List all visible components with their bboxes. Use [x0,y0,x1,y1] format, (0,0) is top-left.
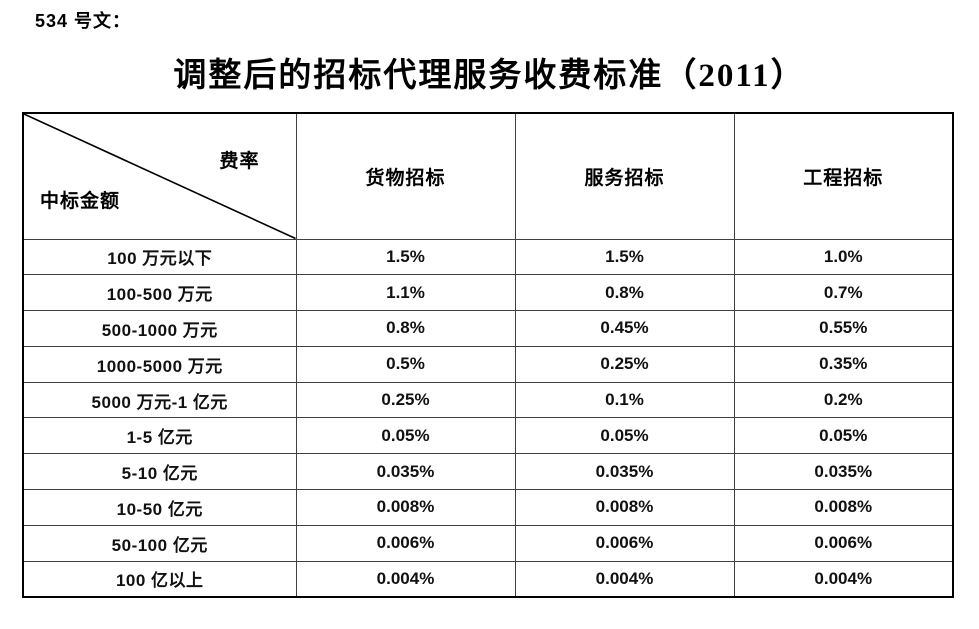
rate-cell: 0.004% [295,560,516,598]
rate-cell: 0.008% [295,489,516,526]
amount-cell: 100 亿以上 [22,560,297,598]
rate-cell: 0.8% [514,274,735,312]
table-row: 5-10 亿元 0.035% 0.035% 0.035% [22,453,954,491]
amount-cell: 1000-5000 万元 [22,345,297,383]
rate-cell: 0.05% [514,417,735,455]
rate-cell: 0.035% [514,453,735,491]
corner-header-cell: 费率 中标金额 [22,112,297,240]
amount-cell: 100 万元以下 [22,238,297,276]
page-title: 调整后的招标代理服务收费标准（2011） [173,58,806,94]
fee-rate-table: 费率 中标金额 货物招标 服务招标 工程招标 100 万元以下 1.5% 1.5% 1… [22,112,954,598]
rate-cell: 0.55% [733,310,954,347]
rate-cell: 0.45% [514,310,735,347]
table-header-row: 费率 中标金额 货物招标 服务招标 工程招标 [22,112,954,240]
column-header-services: 服务招标 [514,112,735,240]
corner-label-amount: 中标金额 [40,190,121,212]
column-header-goods: 货物招标 [295,112,516,240]
diagonal-divider-line [24,114,296,239]
rate-cell: 0.035% [733,453,954,491]
rate-cell: 0.008% [514,489,735,526]
amount-cell: 5-10 亿元 [22,453,297,491]
table-row: 1-5 亿元 0.05% 0.05% 0.05% [22,417,954,455]
document-number-label: 534 号文： [35,11,132,31]
amount-cell: 5000 万元-1 亿元 [22,381,297,419]
amount-cell: 100-500 万元 [22,274,297,312]
amount-cell: 500-1000 万元 [22,310,297,347]
rate-cell: 0.5% [295,345,516,383]
column-header-engineering: 工程招标 [733,112,954,240]
rate-cell: 1.5% [295,238,516,276]
table-row: 50-100 亿元 0.006% 0.006% 0.006% [22,524,954,562]
rate-cell: 0.05% [295,417,516,455]
rate-cell: 1.1% [295,274,516,312]
table-row: 100 万元以下 1.5% 1.5% 1.0% [22,238,954,276]
corner-label-rate: 费率 [219,151,260,172]
amount-cell: 1-5 亿元 [22,417,297,455]
rate-cell: 0.006% [295,524,516,562]
amount-cell: 10-50 亿元 [22,489,297,526]
rate-cell: 0.25% [295,381,516,419]
rate-cell: 0.004% [733,560,954,598]
table-row: 5000 万元-1 亿元 0.25% 0.1% 0.2% [22,381,954,419]
rate-cell: 0.05% [733,417,954,455]
rate-cell: 0.006% [733,524,954,562]
table-row: 100-500 万元 1.1% 0.8% 0.7% [22,274,954,312]
rate-cell: 0.25% [514,345,735,383]
rate-cell: 0.7% [733,274,954,312]
rate-cell: 0.35% [733,345,954,383]
rate-cell: 0.035% [295,453,516,491]
rate-cell: 0.2% [733,381,954,419]
rate-cell: 0.004% [514,560,735,598]
rate-cell: 0.1% [514,381,735,419]
table-row: 10-50 亿元 0.008% 0.008% 0.008% [22,489,954,526]
table-row: 100 亿以上 0.004% 0.004% 0.004% [22,560,954,598]
rate-cell: 1.5% [514,238,735,276]
table-body: 100 万元以下 1.5% 1.5% 1.0% 100-500 万元 1.1% 0.8% 0.… [22,238,954,598]
rate-cell: 0.006% [514,524,735,562]
rate-cell: 0.8% [295,310,516,347]
rate-cell: 1.0% [733,238,954,276]
table-row: 500-1000 万元 0.8% 0.45% 0.55% [22,310,954,347]
rate-cell: 0.008% [733,489,954,526]
amount-cell: 50-100 亿元 [22,524,297,562]
table-row: 1000-5000 万元 0.5% 0.25% 0.35% [22,345,954,383]
